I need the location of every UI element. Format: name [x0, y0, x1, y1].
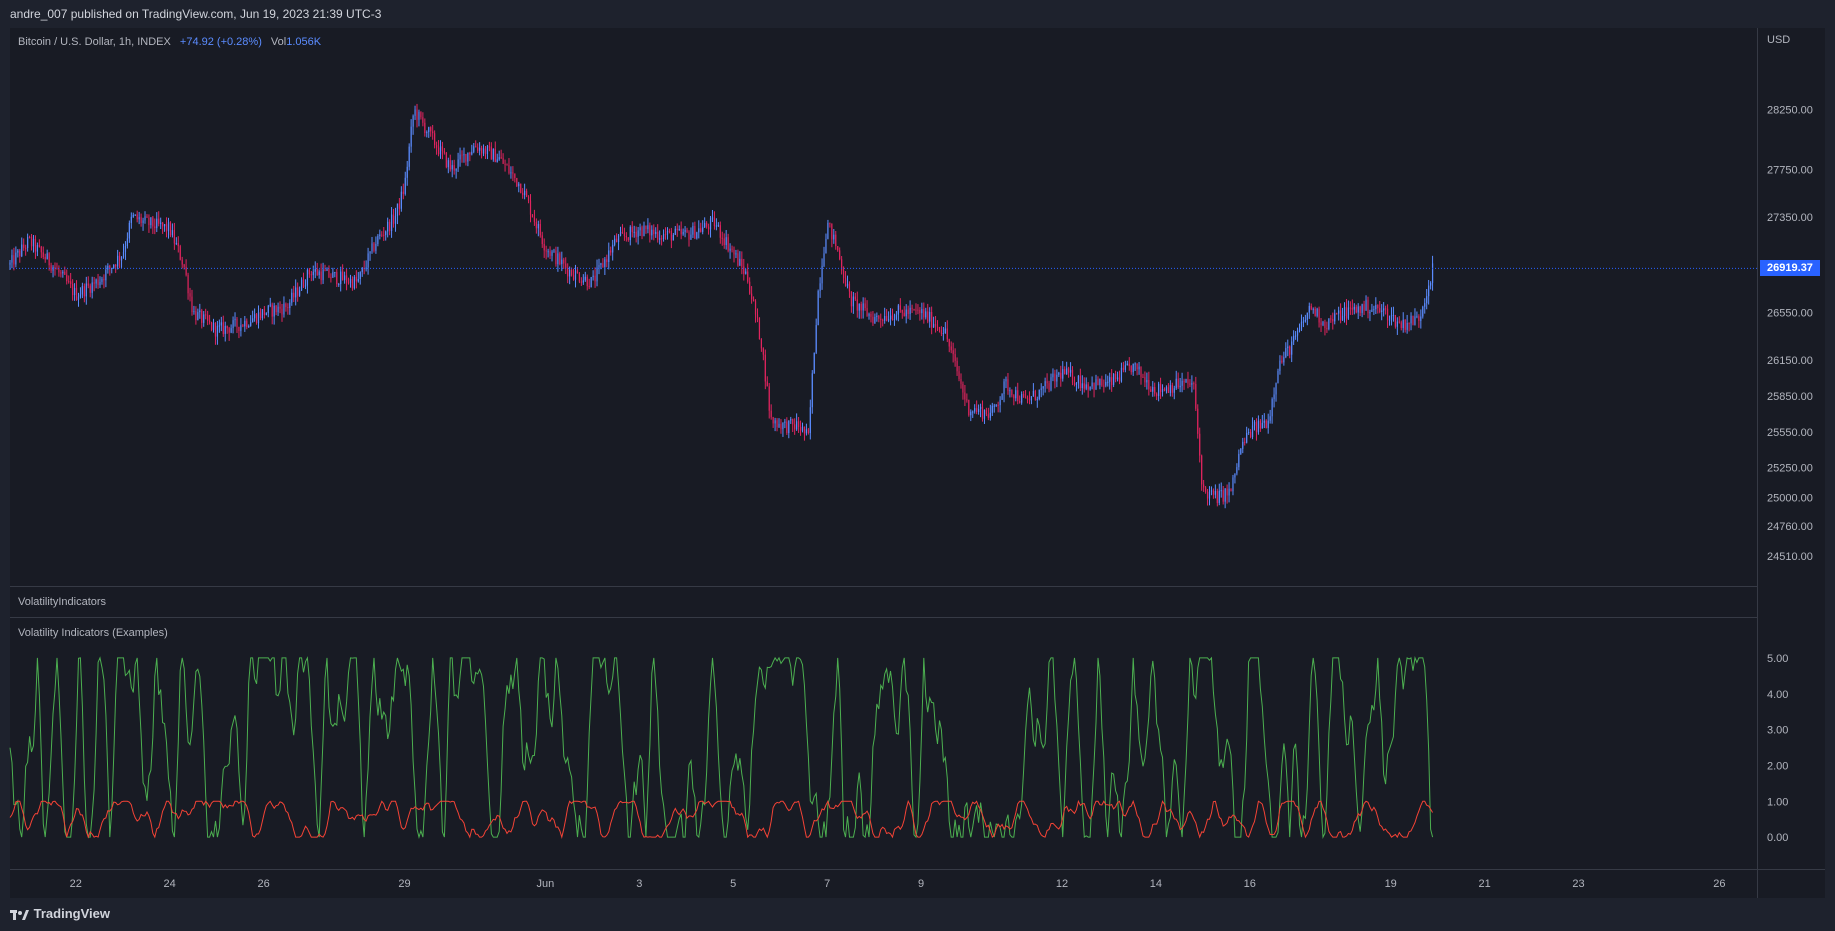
main-legend: Bitcoin / U.S. Dollar, 1h, INDEX +74.92 … [18, 36, 321, 48]
footer-bar [0, 898, 1835, 931]
pane-divider-top[interactable] [10, 586, 1757, 587]
price-axis-divider [1757, 28, 1758, 898]
symbol-title[interactable]: Bitcoin / U.S. Dollar, 1h, INDEX [18, 36, 171, 48]
last-price-tag: 26919.37 [1760, 260, 1820, 277]
indicator-title[interactable]: Volatility Indicators (Examples) [18, 627, 168, 639]
pane-divider-bottom[interactable] [10, 617, 1757, 618]
price-change: +74.92 (+0.28%) [179, 36, 262, 48]
collapsed-pane-title[interactable]: VolatilityIndicators [18, 596, 107, 608]
currency-label[interactable]: USD [1767, 34, 1791, 46]
publish-header: andre_007 published on TradingView.com, … [0, 0, 1835, 28]
brand-logo[interactable]: TradingView [10, 906, 110, 921]
brand-name: TradingView [33, 906, 110, 921]
time-axis-divider [10, 869, 1825, 870]
volume-value: 1.056K [286, 36, 322, 48]
volume-label: Vol [270, 36, 287, 48]
chart-frame[interactable] [10, 28, 1825, 898]
tradingview-logo-icon [10, 909, 29, 920]
